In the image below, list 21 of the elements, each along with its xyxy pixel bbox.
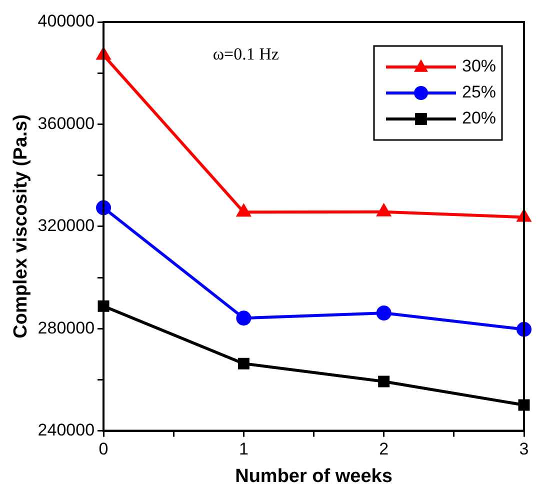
x-tick-label: 3 — [519, 440, 529, 459]
point — [236, 204, 250, 217]
legend-label: 25% — [462, 82, 496, 102]
legend-label: 30% — [462, 56, 496, 76]
point — [376, 306, 392, 321]
point — [377, 204, 391, 216]
point — [378, 376, 390, 388]
y-tick-label: 360000 — [38, 114, 95, 133]
y-tick-label: 320000 — [38, 216, 95, 236]
x-tick-label: 0 — [98, 440, 108, 459]
y-tick-label: 400000 — [38, 12, 95, 31]
x-axis-title: Number of weeks — [235, 466, 392, 487]
y-tick-label: 280000 — [38, 318, 95, 338]
point — [236, 310, 252, 326]
annotation: ω=0.1 Hz — [212, 44, 280, 64]
point — [238, 358, 250, 370]
legend-label: 20% — [462, 108, 496, 128]
y-axis-title: Complex viscosity (Pa.s) — [10, 114, 32, 338]
x-tick-label: 2 — [379, 440, 389, 459]
y-tick-label: 240000 — [38, 420, 95, 440]
x-tick-label: 1 — [238, 440, 248, 459]
